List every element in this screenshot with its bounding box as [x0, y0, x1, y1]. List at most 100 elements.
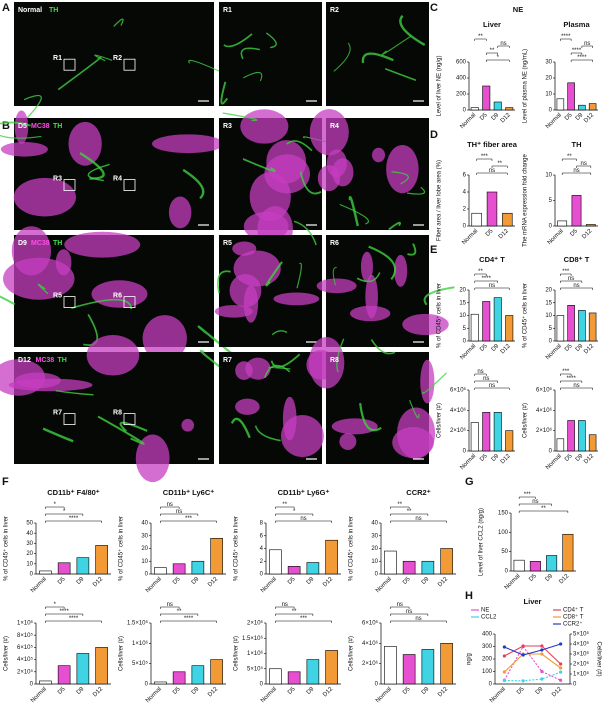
y-tick-label: 30 — [26, 541, 33, 547]
x-tick-label: D12 — [437, 576, 449, 588]
y-axis-label: Cells/liver (#) — [523, 403, 529, 438]
nerve-fiber — [384, 68, 417, 81]
x-tick-label: Normal — [461, 228, 479, 246]
significance-bracket — [474, 38, 487, 41]
nerve-fiber — [423, 286, 455, 306]
micrograph — [14, 2, 214, 106]
bar — [172, 671, 186, 685]
significance-label: ns — [477, 369, 483, 375]
y-tick-label: 20 — [545, 288, 552, 294]
significance-label: **** — [566, 376, 576, 382]
nerve-fiber — [399, 14, 426, 46]
y-tick-label: 2×10⁵ — [17, 668, 34, 675]
nerve-fiber — [336, 338, 345, 373]
y-tick-label: 1×10⁶ — [247, 650, 264, 657]
nerve-fiber — [217, 270, 231, 294]
y-tick-label: 20 — [371, 546, 378, 552]
nerve-fiber — [240, 47, 260, 60]
tumor-region — [135, 434, 170, 483]
nerve-fiber — [57, 56, 102, 91]
nerve-fiber — [94, 54, 113, 62]
significance-label: ns — [167, 502, 173, 508]
x-tick-label: D12 — [500, 112, 512, 124]
nerve-fiber — [0, 134, 42, 139]
tumor-region — [55, 249, 72, 276]
zoom-label: R1 — [223, 7, 232, 14]
tumor-region — [232, 241, 257, 256]
x-tick-label: D12 — [583, 453, 595, 465]
y-tick-label: 2 — [463, 207, 467, 213]
nerve-fiber — [265, 32, 277, 49]
x-tick-label: D5 — [172, 576, 182, 586]
y-tick-label: 150 — [498, 511, 509, 517]
y-tick-label: 6 — [463, 173, 467, 179]
chart-title: CD4⁺ T — [479, 255, 505, 264]
bar — [421, 560, 435, 575]
x-tick-label: D5 — [479, 112, 489, 122]
bar — [567, 420, 575, 452]
region-box — [123, 296, 136, 309]
y-tick-label: 200 — [482, 657, 493, 663]
significance-label: ns — [415, 516, 421, 522]
significance-bracket — [160, 606, 180, 609]
nerve-fiber — [119, 421, 148, 433]
x-tick-label: D5 — [528, 573, 538, 583]
stain-label: TH — [58, 357, 67, 364]
significance-label: **** — [184, 616, 194, 622]
y-tick-label: 20 — [545, 76, 552, 82]
significance-bracket — [491, 165, 508, 168]
y-tick-label: 1×10⁶ — [17, 620, 34, 627]
x-tick-label: D9 — [575, 453, 585, 463]
significance-label: ** — [490, 48, 495, 54]
significance-bracket — [474, 287, 510, 290]
significance-label: *** — [562, 269, 570, 275]
x-tick-label: D9 — [191, 576, 201, 586]
bar — [571, 195, 582, 227]
bar — [384, 550, 397, 575]
significance-bracket — [474, 380, 498, 383]
x-tick-label: Normal — [30, 576, 48, 594]
panel-label: C — [430, 2, 438, 14]
x-tick-label: D12 — [498, 228, 510, 240]
y-tick-label: 40 — [371, 521, 378, 527]
nerve-fiber — [188, 59, 224, 74]
bar — [567, 82, 575, 111]
series-point — [521, 679, 525, 683]
x-tick-label: Normal — [545, 112, 563, 130]
region-label: R4 — [113, 175, 122, 182]
tumor-region — [386, 144, 419, 194]
x-tick-label: D9 — [421, 576, 431, 586]
bar — [325, 650, 338, 685]
y-tick-label: 6×10⁶ — [536, 387, 553, 394]
bar — [95, 545, 108, 575]
significance-label: ** — [567, 154, 572, 160]
x-tick-label: D9 — [491, 343, 501, 353]
tumor-region — [214, 305, 253, 318]
significance-bracket — [474, 280, 498, 283]
y-tick-label: 2×10⁶ — [536, 427, 553, 434]
tumor-region — [349, 305, 391, 322]
significance-bracket — [390, 620, 447, 623]
y-tick-label: 40 — [141, 521, 148, 527]
bar — [588, 434, 597, 452]
significance-label: **** — [482, 276, 492, 282]
y-tick-label: 5 — [463, 326, 467, 332]
series-point — [540, 644, 544, 648]
x-tick-label: D9 — [306, 686, 316, 696]
bar — [513, 559, 525, 572]
nerve-fiber — [71, 298, 133, 310]
significance-bracket — [476, 172, 508, 175]
x-tick-label: Normal — [145, 576, 163, 594]
tumor-region — [420, 359, 435, 404]
nerve-fiber — [97, 415, 145, 445]
region-box — [123, 413, 136, 426]
bar — [384, 646, 397, 685]
y-tick-label: 10 — [26, 561, 33, 567]
nerve-fiber — [391, 171, 409, 185]
bar — [287, 566, 301, 575]
zoom-label: R2 — [330, 7, 339, 14]
tumor-region — [64, 231, 141, 258]
series-point — [559, 662, 563, 666]
bar — [269, 668, 282, 685]
significance-bracket — [160, 620, 217, 623]
